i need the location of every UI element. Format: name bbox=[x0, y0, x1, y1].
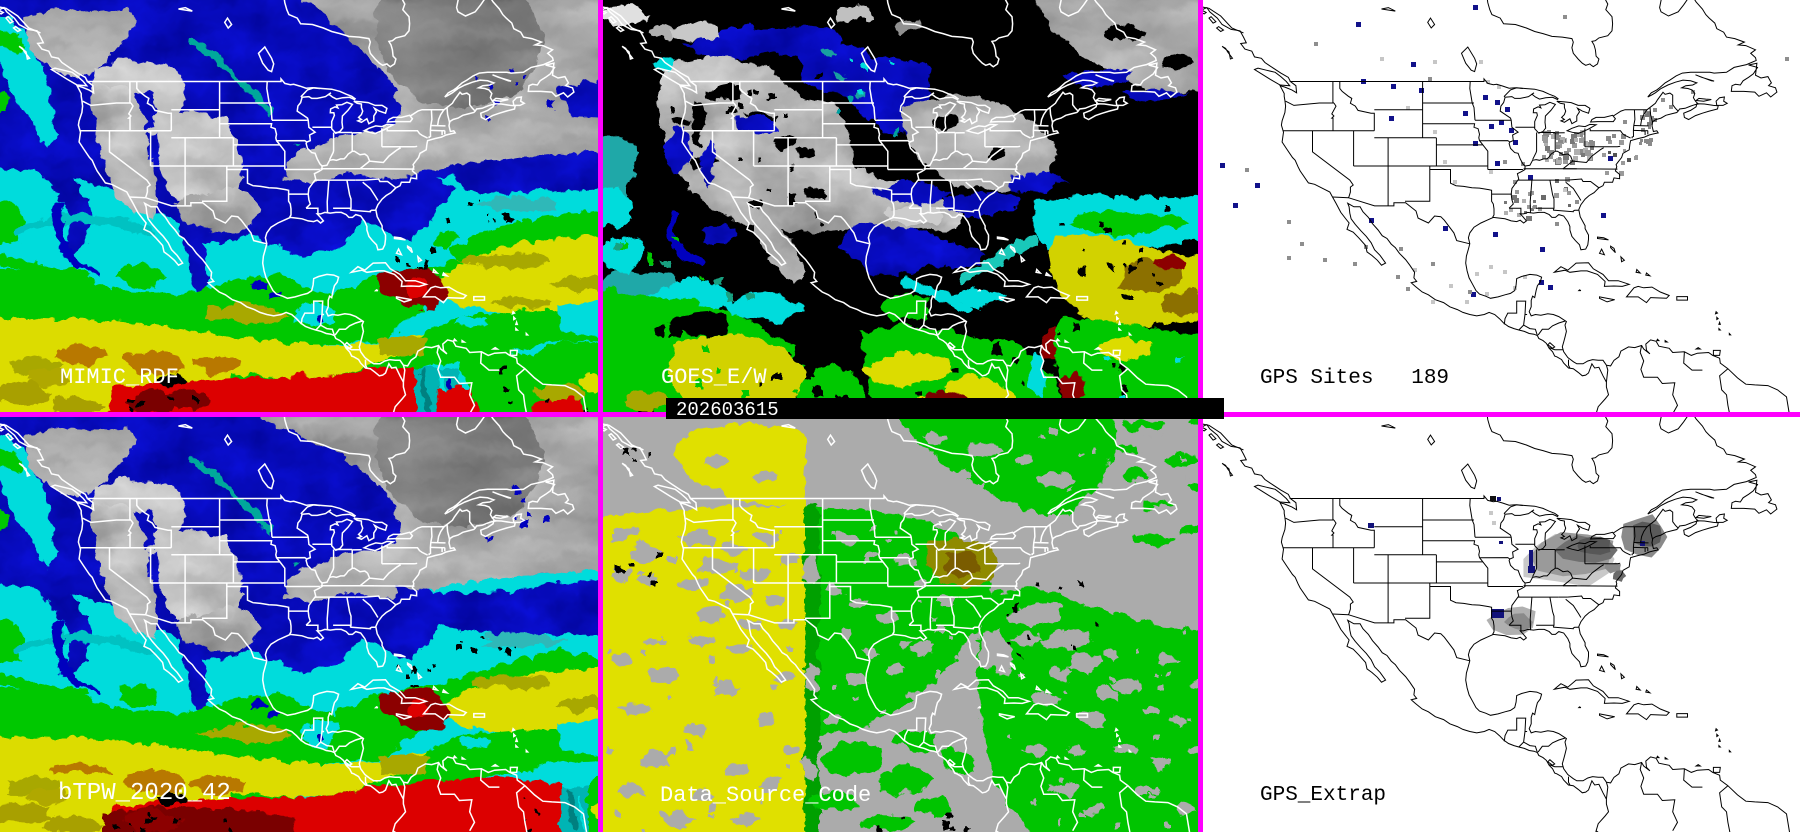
svg-text:bTPW_2020_42: bTPW_2020_42 bbox=[58, 780, 231, 807]
svg-text:GPS_Extrap: GPS_Extrap bbox=[1260, 784, 1386, 807]
svg-text:MIMIC_RDF: MIMIC_RDF bbox=[60, 365, 179, 390]
svg-text:GPS Sites 189: GPS Sites 189 bbox=[1260, 367, 1449, 390]
svg-text:Data_Source_Code: Data_Source_Code bbox=[660, 783, 871, 808]
svg-text:GOES_E/W: GOES_E/W bbox=[661, 365, 767, 390]
svg-text:202603615: 202603615 bbox=[676, 399, 779, 421]
